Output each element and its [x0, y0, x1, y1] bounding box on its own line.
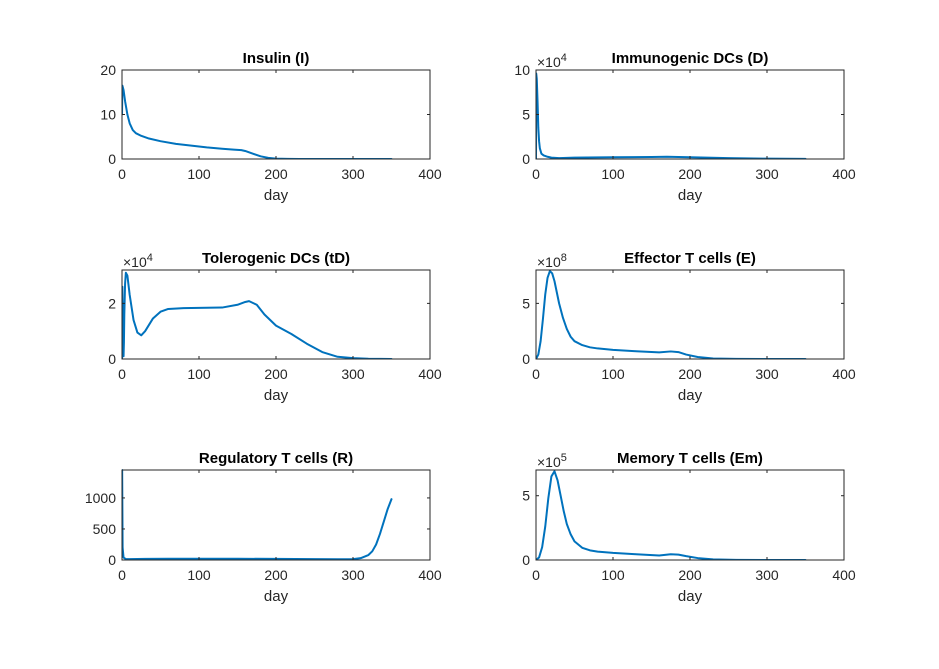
x-tick-label: 100	[601, 166, 625, 182]
y-tick-label: 0	[522, 151, 530, 167]
y-tick-label: 0	[108, 351, 116, 367]
x-tick-label: 200	[678, 166, 702, 182]
x-tick-label: 300	[755, 166, 779, 182]
y-tick-label: 0	[522, 351, 530, 367]
x-tick-label: 300	[755, 366, 779, 382]
x-tick-label: 0	[532, 366, 540, 382]
x-axis-label: day	[264, 187, 289, 204]
x-tick-label: 0	[532, 166, 540, 182]
x-tick-label: 100	[187, 166, 211, 182]
series-line-1	[536, 470, 807, 560]
y-exponent-label: ×105	[537, 452, 567, 470]
x-tick-label: 400	[832, 166, 856, 182]
y-tick-label: 20	[100, 62, 116, 78]
x-tick-label: 400	[832, 366, 856, 382]
x-tick-label: 200	[678, 366, 702, 382]
y-exponent-label: ×104	[123, 252, 153, 270]
series-line-1	[536, 72, 807, 159]
subplot-4: 0 100 200 300 400 0 5 ×108 Effector T cells (E) d…	[522, 250, 856, 404]
y-tick-label: 0	[522, 552, 530, 568]
series-line-1	[122, 469, 393, 560]
y-tick-label: 1000	[85, 490, 116, 506]
subplot-title: Memory T cells (Em)	[617, 450, 763, 467]
x-tick-label: 0	[532, 567, 540, 583]
x-tick-label: 100	[187, 567, 211, 583]
x-tick-label: 0	[118, 366, 126, 382]
y-tick-label: 0	[108, 552, 116, 568]
x-tick-label: 100	[187, 366, 211, 382]
subplot-title: Regulatory T cells (R)	[199, 450, 353, 467]
series-line-1	[122, 271, 393, 359]
x-tick-label: 200	[264, 166, 288, 182]
x-tick-label: 400	[832, 567, 856, 583]
y-tick-label: 10	[514, 62, 530, 78]
y-exponent-label: ×108	[537, 252, 567, 270]
x-tick-label: 300	[755, 567, 779, 583]
subplot-3: 0 100 200 300 400 0 2 ×104 Tolerogenic DCs (tD) d…	[108, 250, 442, 404]
x-axis-label: day	[264, 588, 289, 605]
y-tick-label: 10	[100, 107, 116, 123]
x-tick-label: 300	[341, 166, 365, 182]
subplot-title: Effector T cells (E)	[624, 250, 756, 267]
subplot-5: 0 100 200 300 400 0 500 1000 Regulatory T cells …	[85, 450, 442, 605]
y-tick-label: 5	[522, 107, 530, 123]
subplot-1: 0 100 200 300 400 0 10 20 Insulin (I) day	[100, 50, 441, 204]
subplot-title: Insulin (I)	[243, 50, 310, 67]
x-tick-label: 300	[341, 567, 365, 583]
x-tick-label: 300	[341, 366, 365, 382]
y-tick-label: 5	[522, 295, 530, 311]
x-axis-label: day	[678, 588, 703, 605]
subplot-title: Tolerogenic DCs (tD)	[202, 250, 350, 267]
x-axis-label: day	[678, 187, 703, 204]
x-tick-label: 100	[601, 567, 625, 583]
x-tick-label: 400	[418, 366, 442, 382]
subplot-6: 0 100 200 300 400 0 5 ×105 Memory T cells (Em) da…	[522, 450, 856, 605]
y-tick-label: 0	[108, 151, 116, 167]
subplot-title: Immunogenic DCs (D)	[612, 50, 769, 67]
x-axis-label: day	[264, 387, 289, 404]
x-tick-label: 400	[418, 166, 442, 182]
y-tick-label: 5	[522, 488, 530, 504]
subplot-2: 0 100 200 300 400 0 5 10 ×104 Immunogenic DCs (D)…	[514, 50, 855, 204]
x-axis-label: day	[678, 387, 703, 404]
x-tick-label: 0	[118, 567, 126, 583]
y-exponent-label: ×104	[537, 52, 567, 70]
y-tick-label: 2	[108, 295, 116, 311]
x-tick-label: 400	[418, 567, 442, 583]
x-tick-label: 200	[264, 366, 288, 382]
x-tick-label: 100	[601, 366, 625, 382]
y-tick-label: 500	[93, 521, 117, 537]
series-line-1	[536, 270, 807, 359]
x-tick-label: 200	[264, 567, 288, 583]
x-tick-label: 200	[678, 567, 702, 583]
x-tick-label: 0	[118, 166, 126, 182]
